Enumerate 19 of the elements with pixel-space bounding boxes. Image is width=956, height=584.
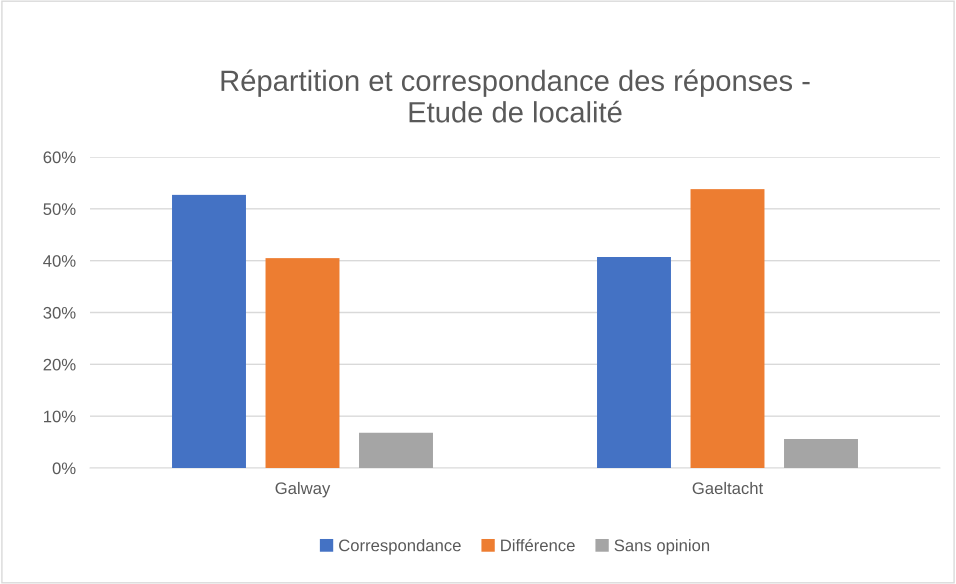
y-tick-label: 60%: [44, 151, 76, 164]
legend-label: Différence: [501, 538, 575, 552]
bar: [359, 432, 433, 468]
bar: [266, 258, 340, 468]
bar: [597, 257, 671, 468]
x-tick-label: Galway: [276, 482, 330, 498]
y-tick-label: 20%: [44, 358, 76, 371]
y-tick-label: 0%: [52, 462, 76, 474]
y-tick-label: 10%: [44, 410, 76, 422]
bar: [172, 194, 246, 468]
y-tick-label: 40%: [43, 255, 76, 267]
legend-label: Sans opinion: [614, 539, 710, 555]
bar: [784, 438, 858, 468]
x-tick-label: Gaeltacht: [692, 482, 764, 494]
y-tick-label: 50%: [43, 203, 76, 216]
bar: [690, 189, 764, 468]
legend-label: Correspondance: [339, 539, 461, 555]
chart-title: Répartition et correspondance des réponses - Etude de localité: [222, 69, 810, 123]
y-tick-label: 30%: [43, 306, 76, 319]
